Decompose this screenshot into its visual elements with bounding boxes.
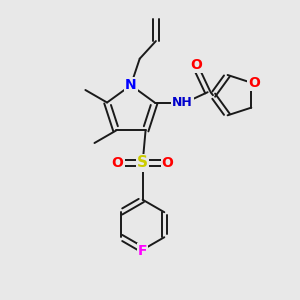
Text: O: O [162, 156, 174, 170]
Text: O: O [190, 58, 202, 72]
Text: O: O [112, 156, 124, 170]
Text: S: S [137, 155, 148, 170]
Text: NH: NH [172, 96, 193, 109]
Text: O: O [248, 76, 260, 90]
Text: N: N [125, 78, 137, 92]
Text: F: F [138, 244, 147, 258]
